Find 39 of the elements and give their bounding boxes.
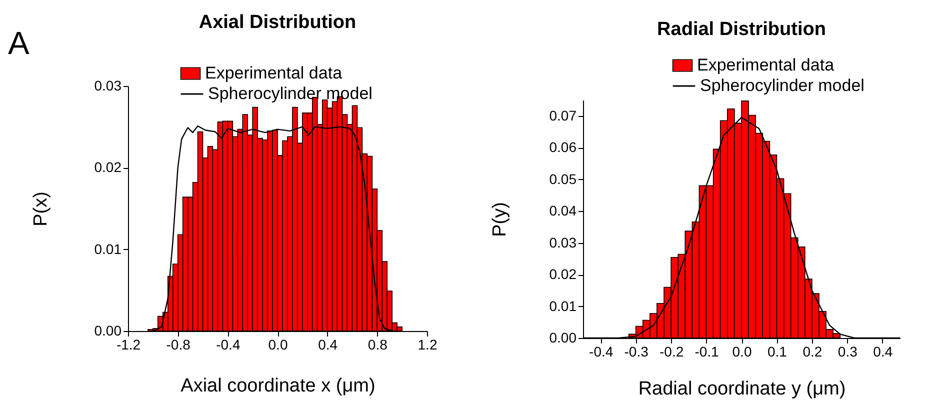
x-tick-label: 1.2 xyxy=(418,336,438,352)
y-tick-label: 0.05 xyxy=(549,170,577,187)
x-tick-label: -1.2 xyxy=(116,336,141,352)
x-tick-label: 0.0 xyxy=(732,344,752,360)
x-tick-label: -0.4 xyxy=(589,344,614,360)
y-tick-label: 0.04 xyxy=(549,202,577,219)
x-tick-label: 0.1 xyxy=(767,344,788,360)
x-tick-label: -0.1 xyxy=(694,344,720,360)
x-tick-label: 0.2 xyxy=(802,344,822,360)
x-tick-label: 0.4 xyxy=(318,336,338,352)
legend-label: Spherocylinder model xyxy=(208,84,372,103)
y-tick-label: 0.02 xyxy=(549,266,577,282)
y-axis-title: P(y) xyxy=(489,202,510,237)
x-tick-label: 0.0 xyxy=(268,336,288,352)
x-axis-title: Axial coordinate x (μm) xyxy=(180,376,376,396)
legend-label: Spherocylinder model xyxy=(700,76,864,95)
y-tick-label: 0.02 xyxy=(94,159,122,176)
y-tick-label: 0.00 xyxy=(549,330,577,346)
chart-title: Axial Distribution xyxy=(198,12,356,33)
y-axis-title: P(x) xyxy=(30,192,52,226)
y-tick-label: 0.03 xyxy=(94,78,122,94)
x-tick-label: 0.8 xyxy=(368,336,388,352)
y-tick-label: 0.01 xyxy=(94,240,122,257)
y-tick-label: 0.00 xyxy=(94,322,122,338)
x-tick-label: 0.3 xyxy=(838,344,858,360)
x-tick-label: -0.2 xyxy=(659,344,684,360)
y-tick-label: 0.01 xyxy=(549,298,577,314)
legend-label: Experimental data xyxy=(205,64,343,82)
chart-title: Radial Distribution xyxy=(657,19,826,40)
text: A xyxy=(8,25,30,61)
y-tick-label: 0.03 xyxy=(549,234,577,250)
y-tick-label: 0.06 xyxy=(549,139,577,156)
x-axis-title: Radial coordinate y (μm) xyxy=(638,378,846,400)
x-tick-label: 0.4 xyxy=(873,344,893,360)
x-tick-label: -0.3 xyxy=(624,344,649,360)
legend-label: Experimental data xyxy=(697,56,835,74)
x-tick-label: -0.4 xyxy=(216,336,240,352)
y-tick-label: 0.07 xyxy=(549,107,577,124)
x-tick-label: -0.8 xyxy=(166,336,191,352)
